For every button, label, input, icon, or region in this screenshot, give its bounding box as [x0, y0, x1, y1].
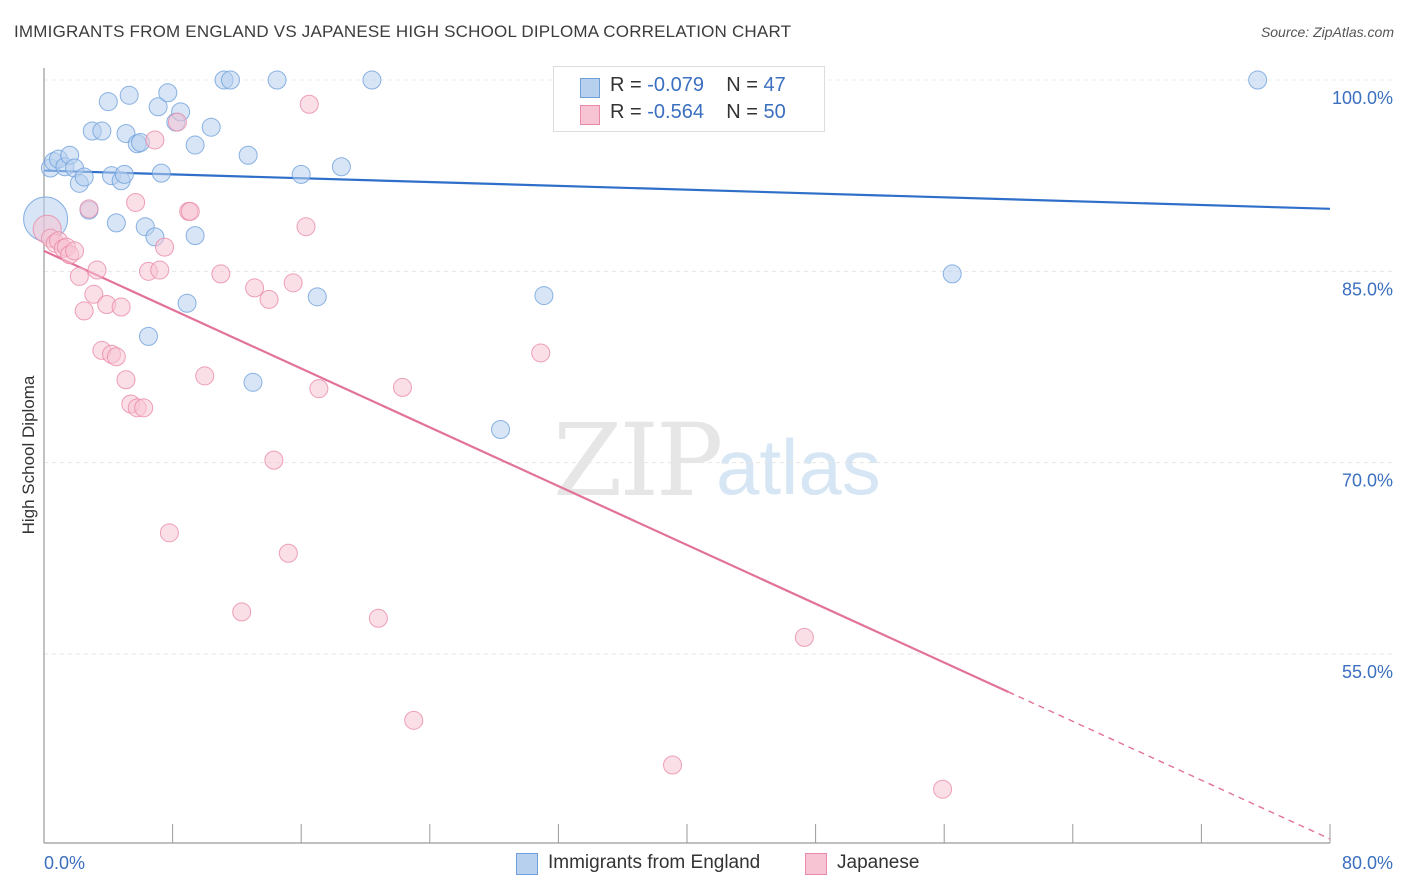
- x-tick-label: 0.0%: [44, 853, 85, 873]
- stats-legend: R = -0.079 N = 47 R = -0.564 N = 50: [553, 66, 825, 132]
- point-japanese: [531, 343, 551, 363]
- y-axis-label: High School Diploma: [19, 375, 38, 534]
- point-japanese: [794, 627, 814, 647]
- point-japanese: [283, 273, 303, 293]
- data-points: [23, 70, 1268, 799]
- point-england: [74, 167, 94, 187]
- point-england: [331, 157, 351, 177]
- y-tick-label: 85.0%: [1342, 279, 1393, 299]
- point-japanese: [134, 398, 154, 418]
- point-japanese: [180, 201, 200, 221]
- point-japanese: [84, 284, 104, 304]
- n-value-japanese: 50: [763, 101, 786, 123]
- point-japanese: [296, 217, 316, 237]
- point-england: [942, 264, 962, 284]
- point-england: [243, 372, 263, 392]
- y-tick-label: 100.0%: [1332, 88, 1393, 108]
- chart-title: IMMIGRANTS FROM ENGLAND VS JAPANESE HIGH…: [14, 22, 792, 41]
- point-england: [238, 145, 258, 165]
- bottom-legend-swatch-england: [516, 853, 538, 875]
- point-england: [267, 70, 287, 90]
- legend-swatch-japanese: [580, 105, 600, 125]
- point-japanese: [264, 450, 284, 470]
- point-japanese: [195, 366, 215, 386]
- point-england: [151, 163, 171, 183]
- y-tick-label: 55.0%: [1342, 662, 1393, 682]
- point-japanese: [106, 347, 126, 367]
- point-england: [106, 213, 126, 233]
- point-japanese: [299, 94, 319, 114]
- point-england: [148, 97, 168, 117]
- point-england: [138, 326, 158, 346]
- bottom-legend-swatch-japanese: [805, 853, 827, 875]
- point-japanese: [663, 755, 683, 775]
- point-japanese: [368, 608, 388, 628]
- point-japanese: [259, 289, 279, 309]
- bottom-legend-label-england: Immigrants from England: [548, 852, 761, 873]
- point-japanese: [211, 264, 231, 284]
- n-label: N =: [726, 101, 758, 123]
- point-japanese: [155, 237, 175, 257]
- point-england: [220, 70, 240, 90]
- watermark-zip: ZIP: [553, 402, 723, 519]
- source-note: Source: ZipAtlas.com: [1260, 24, 1394, 40]
- trend-line-japanese: [43, 249, 1009, 693]
- point-japanese: [116, 370, 136, 390]
- point-japanese: [74, 301, 94, 321]
- point-japanese: [392, 377, 412, 397]
- trend-line-england: [43, 169, 1331, 210]
- point-japanese: [404, 710, 424, 730]
- point-japanese: [232, 602, 252, 622]
- tick-labels: 55.0% 70.0% 85.0% 100.0% 0.0% 80.0% High Schoo…: [19, 88, 1393, 873]
- point-england: [158, 83, 178, 103]
- point-japanese: [245, 278, 265, 298]
- point-england: [1248, 70, 1268, 90]
- point-england: [185, 135, 205, 155]
- point-england: [291, 164, 311, 184]
- point-japanese: [111, 297, 131, 317]
- point-england: [92, 121, 112, 141]
- point-japanese: [150, 260, 170, 280]
- trend-line-japanese-extrapolated: [1008, 691, 1331, 840]
- point-england: [185, 226, 205, 246]
- point-england: [362, 70, 382, 90]
- n-value-england: 47: [763, 74, 786, 96]
- y-tick-label: 70.0%: [1342, 471, 1393, 491]
- x-tick-label: 80.0%: [1342, 853, 1393, 873]
- point-japanese: [65, 241, 85, 261]
- point-japanese: [278, 543, 298, 563]
- point-england: [534, 286, 554, 306]
- point-england: [177, 293, 197, 313]
- point-japanese: [87, 260, 107, 280]
- point-japanese: [309, 379, 329, 399]
- point-japanese: [69, 266, 89, 286]
- gridlines: [44, 79, 1392, 655]
- r-value-england: -0.079: [647, 74, 704, 96]
- point-japanese: [145, 130, 165, 150]
- point-japanese: [167, 112, 187, 132]
- watermark-atlas: atlas: [716, 423, 881, 511]
- point-japanese: [159, 523, 179, 543]
- r-value-japanese: -0.564: [647, 101, 704, 123]
- trend-lines: [43, 169, 1331, 840]
- bottom-legend-label-japanese: Japanese: [837, 852, 920, 873]
- point-england: [98, 92, 118, 112]
- r-label: R =: [610, 74, 642, 96]
- point-japanese: [126, 192, 146, 212]
- point-england: [114, 164, 134, 184]
- point-england: [307, 287, 327, 307]
- axes: [43, 68, 1331, 844]
- point-japanese: [933, 779, 953, 799]
- n-label: N =: [726, 74, 758, 96]
- r-label: R =: [610, 101, 642, 123]
- point-england: [201, 117, 221, 137]
- legend-swatch-england: [580, 78, 600, 98]
- point-japanese: [79, 199, 99, 219]
- point-england: [491, 420, 511, 440]
- point-england: [119, 85, 139, 105]
